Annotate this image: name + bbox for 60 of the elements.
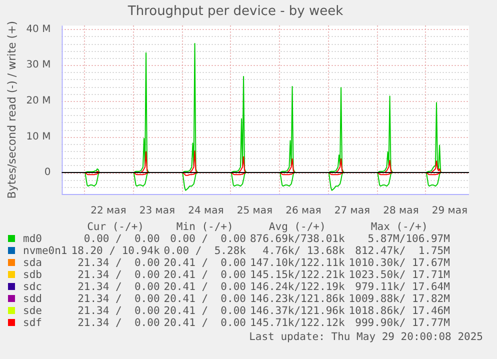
- text: 812.47k/ 1.75M: [354, 245, 451, 257]
- text: 1010.30k/ 17.67M: [348, 257, 451, 269]
- text: 4.76k/ 13.68k: [262, 245, 346, 257]
- legend-label: sdf: [22, 317, 43, 329]
- x-tick-label: 29 мая: [432, 206, 468, 217]
- y-tick-label: 0: [44, 167, 51, 178]
- text: 0.00 / 0.00: [82, 233, 161, 245]
- y-axis-title: Bytes/second read (-) / write (+): [5, 20, 18, 199]
- text: 876.69k/738.01k: [250, 233, 346, 245]
- text: Last update: Thu May 29 20:00:08 2025: [249, 331, 483, 343]
- y-tick-label: 10 M: [26, 131, 51, 142]
- legend-label: nvme0n1: [22, 245, 68, 257]
- text: 20.41 / 0.00: [164, 293, 247, 305]
- x-tick-label: 23 мая: [139, 206, 175, 217]
- text: 21.34 / 0.00: [76, 269, 161, 281]
- text: 21.34 / 0.00: [76, 293, 161, 305]
- text: 20.41 / 0.00: [164, 257, 247, 269]
- text: 20.41 / 0.00: [164, 305, 247, 317]
- text: 0.00 / 0.00: [169, 233, 247, 245]
- text: Avg (-/+): [268, 221, 327, 233]
- text: 20.41 / 0.00: [164, 317, 247, 329]
- text: 18.20 / 10.94k: [71, 245, 161, 257]
- legend-label: sde: [22, 305, 43, 317]
- text: 1018.86k/ 17.46M: [348, 305, 451, 317]
- text: 20.41 / 0.00: [164, 281, 247, 293]
- x-tick-label: 28 мая: [383, 206, 419, 217]
- text: 21.34 / 0.00: [76, 257, 161, 269]
- legend-label: sdb: [22, 269, 43, 281]
- text: Min (-/+): [175, 221, 234, 233]
- legend-label: md0: [22, 233, 43, 245]
- text: 147.10k/122.11k: [250, 257, 346, 269]
- legend-label: sdd: [22, 293, 43, 305]
- text: 979.11k/ 17.64M: [354, 281, 451, 293]
- y-tick-label: 40 M: [26, 24, 51, 35]
- text: 145.71k/122.12k: [250, 317, 346, 329]
- legend-label: sdc: [22, 281, 43, 293]
- text: 145.15k/122.21k: [250, 269, 346, 281]
- text: Max (-/+): [370, 221, 429, 233]
- text: 5.87M/106.97M: [366, 233, 451, 245]
- text: 1023.50k/ 17.71M: [348, 269, 451, 281]
- text: 146.37k/121.96k: [250, 305, 346, 317]
- legend-label: sda: [22, 257, 43, 269]
- text: 146.23k/121.86k: [250, 293, 346, 305]
- text: Cur (-/+): [86, 221, 145, 233]
- text: 0.00 / 5.28k: [164, 245, 247, 257]
- chart-title: Throughput per device - by week: [126, 4, 344, 20]
- x-tick-label: 25 мая: [236, 206, 272, 217]
- text: 21.34 / 0.00: [76, 281, 161, 293]
- x-tick-label: 22 мая: [90, 206, 126, 217]
- y-tick-label: 30 M: [26, 60, 51, 71]
- y-tick-label: 20 M: [26, 95, 51, 106]
- text: 146.24k/122.19k: [250, 281, 346, 293]
- x-tick-label: 24 мая: [188, 206, 224, 217]
- text: 21.34 / 0.00: [76, 317, 161, 329]
- x-tick-label: 27 мая: [334, 206, 370, 217]
- text: 1009.88k/ 17.82M: [348, 293, 451, 305]
- text: 21.34 / 0.00: [76, 305, 161, 317]
- text: 20.41 / 0.00: [164, 269, 247, 281]
- x-tick-label: 26 мая: [286, 206, 322, 217]
- text: 999.90k/ 17.77M: [354, 317, 451, 329]
